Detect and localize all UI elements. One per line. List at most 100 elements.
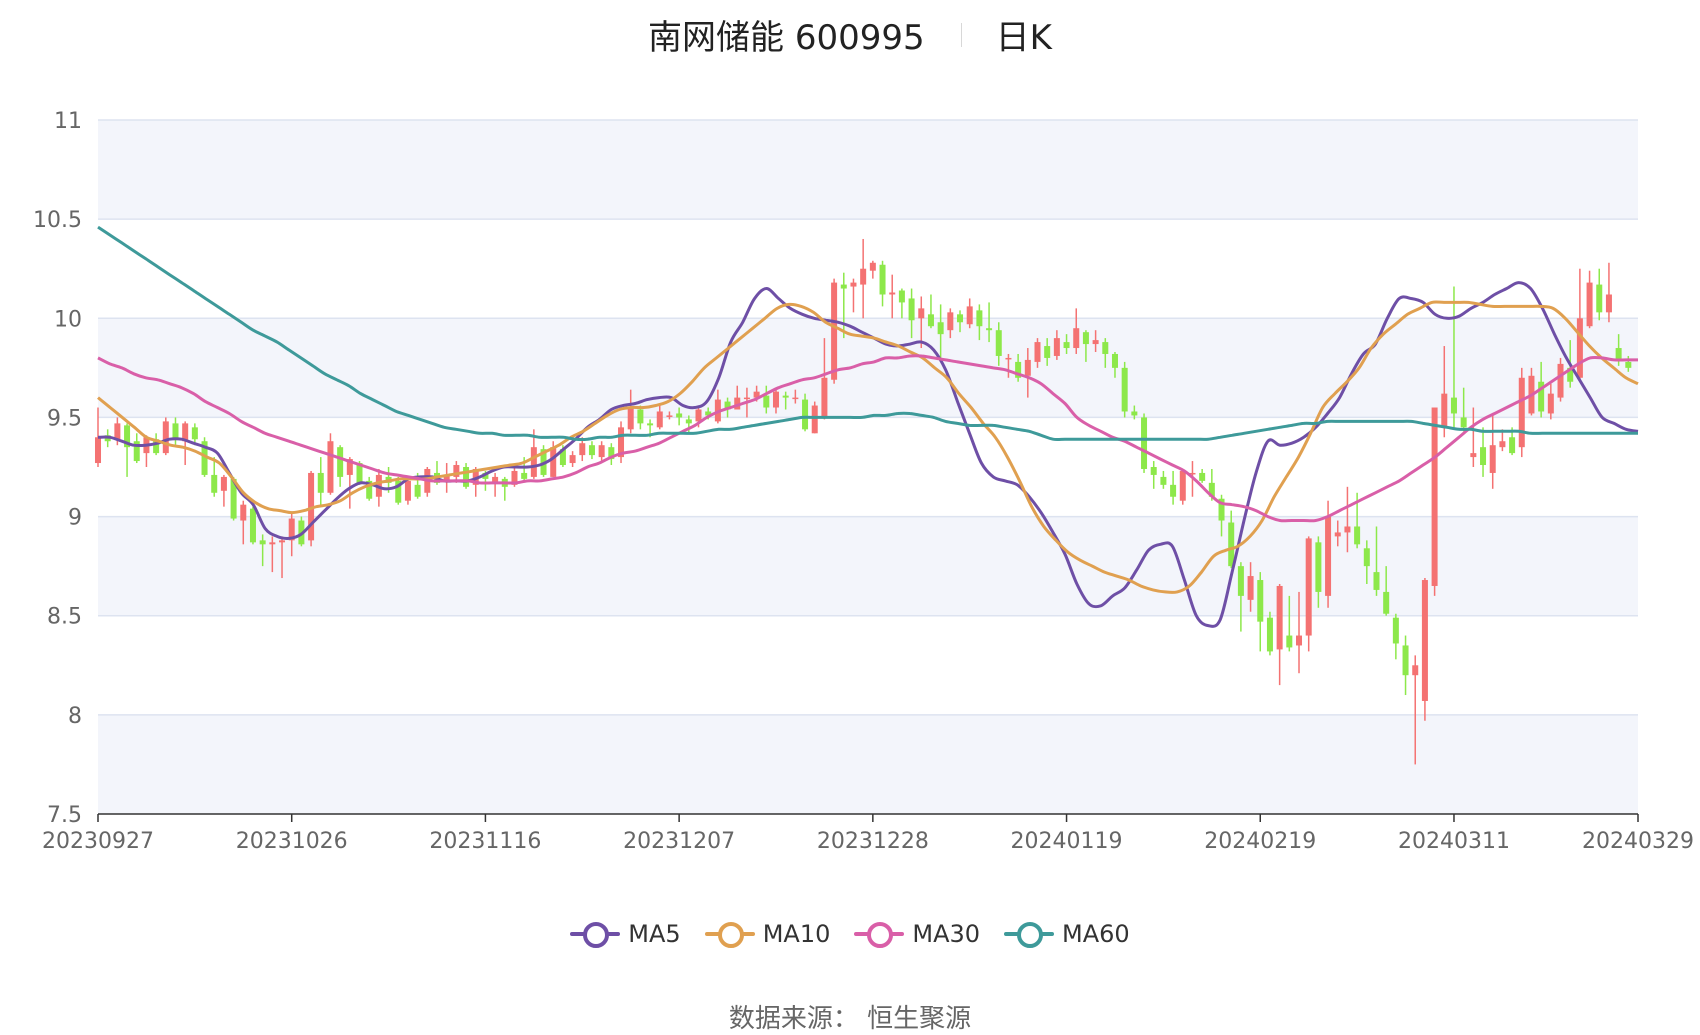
candle-down [637, 409, 644, 424]
chart-legend: MA5 MA10 MA30 MA60 [0, 920, 1700, 953]
candle-up [918, 308, 925, 319]
ma10-line [97, 300, 1639, 594]
candle-up [743, 397, 750, 400]
candle-down [986, 328, 993, 331]
candle-down [840, 284, 847, 289]
candlestick-chart: 7.5 8 8.5 9 9.5 10 10.5 11 20230927 20231026 20231… [33, 109, 1694, 854]
candle-down [588, 445, 595, 456]
candle-down [317, 472, 324, 493]
chart-title-name: 南网储能 600995 [648, 18, 925, 58]
candle-down [356, 463, 363, 483]
chart-title: 南网储能 600995 日K [0, 10, 1700, 59]
grid-band [98, 120, 1638, 220]
candle-up [966, 306, 973, 325]
candle-down [191, 427, 198, 440]
y-tick-label: 8 [68, 704, 82, 729]
ma5-line [97, 281, 1639, 628]
candle-down [1102, 342, 1109, 354]
candle-down [259, 540, 266, 545]
legend-item-ma30[interactable]: MA30 [854, 920, 980, 948]
legend-marker-icon [570, 921, 621, 948]
candle-up [1489, 445, 1496, 473]
candle-up [308, 472, 315, 541]
candle-up [1499, 441, 1506, 448]
legend-item-ma5[interactable]: MA5 [570, 920, 681, 948]
candle-down [1170, 484, 1177, 497]
legend-label: MA60 [1062, 920, 1130, 948]
candle-down [1141, 417, 1148, 469]
candle-up [569, 455, 576, 464]
candle-up [550, 447, 557, 477]
candle-down [937, 322, 944, 335]
legend-item-ma10[interactable]: MA10 [704, 920, 830, 948]
candle-up [1586, 282, 1593, 327]
candle-down [1199, 472, 1206, 481]
candle-up [94, 437, 102, 464]
candle-up [1092, 340, 1099, 345]
candle-up [530, 447, 537, 477]
candle-up [753, 391, 760, 398]
candle-down [1615, 348, 1622, 360]
y-tick-label: 7.5 [47, 803, 82, 828]
x-tick-label: 20230927 [42, 829, 154, 854]
candle-up [240, 504, 247, 521]
chart-title-period: 日K [995, 18, 1052, 58]
candle-down [559, 449, 566, 466]
candle-up [1431, 407, 1438, 586]
candle-down [647, 423, 654, 426]
candle-up [1053, 338, 1060, 356]
legend-marker-icon [704, 921, 755, 948]
candle-up [162, 421, 169, 454]
candle-up [1470, 453, 1477, 458]
candle-up [850, 282, 857, 287]
candle-up [1305, 538, 1312, 636]
candle-down [230, 478, 237, 519]
y-tick-label: 10.5 [33, 208, 82, 233]
candle-up [443, 474, 450, 481]
candle-up [1557, 363, 1564, 398]
grid-band [98, 516, 1638, 616]
candle-down [782, 395, 789, 398]
candle-up [492, 476, 499, 483]
candle-down [395, 480, 402, 503]
y-tick-label: 10 [54, 307, 82, 332]
candle-down [1237, 566, 1244, 596]
candle-down [898, 290, 905, 303]
candle-up [860, 268, 867, 285]
candle-up [288, 518, 295, 541]
candle-down [1131, 411, 1138, 416]
grid-band [98, 318, 1638, 418]
candle-up [1189, 472, 1196, 475]
candle-down [995, 330, 1002, 356]
candle-up [821, 377, 828, 418]
candle-down [153, 439, 160, 454]
candle-up [1576, 318, 1583, 378]
candle-down [1460, 417, 1467, 428]
x-tick-label: 20240219 [1204, 829, 1316, 854]
candle-up [1605, 294, 1612, 313]
candle-up [1073, 328, 1080, 349]
grid-band [98, 714, 1638, 814]
candle-down [1228, 522, 1235, 567]
candle-down [1082, 332, 1089, 345]
candle-up [869, 262, 876, 271]
candle-down [1625, 361, 1632, 368]
title-separator [960, 22, 962, 47]
candle-down [366, 480, 373, 499]
candle-down [1480, 447, 1487, 466]
candle-up [1441, 393, 1448, 428]
x-tick-label: 20240329 [1582, 829, 1694, 854]
candle-up [182, 423, 189, 442]
candle-up [831, 282, 838, 380]
candle-down [676, 413, 683, 418]
candle-up [453, 465, 460, 477]
candle-down [1121, 367, 1128, 412]
candle-down [463, 467, 470, 487]
legend-item-ma60[interactable]: MA60 [1004, 920, 1130, 948]
candle-up [346, 459, 353, 475]
x-tick-label: 20231207 [623, 829, 735, 854]
candle-up [1547, 393, 1554, 414]
candle-down [1509, 437, 1516, 454]
candle-down [802, 399, 809, 430]
candle-down [976, 310, 983, 327]
